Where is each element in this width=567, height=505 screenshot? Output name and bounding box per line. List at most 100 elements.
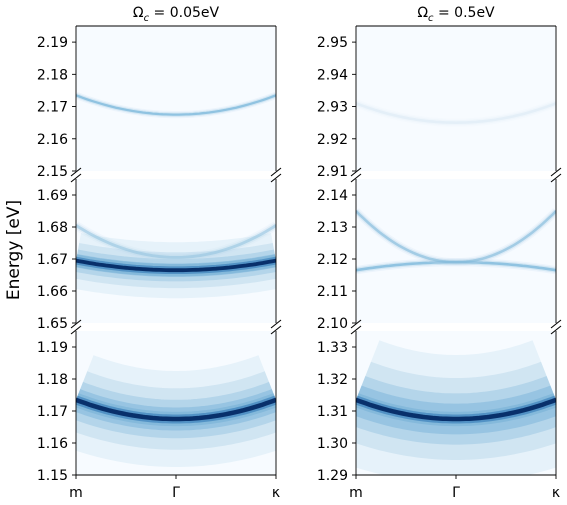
x-tick-label: m bbox=[349, 485, 363, 501]
y-axis-label: Energy [eV] bbox=[4, 200, 24, 300]
band-line bbox=[76, 258, 276, 273]
panel-background bbox=[356, 26, 556, 171]
axis-break-mark bbox=[350, 319, 362, 329]
axis-break-mark bbox=[270, 173, 282, 183]
y-tick-label: 2.18 bbox=[37, 67, 68, 83]
spines bbox=[350, 25, 562, 177]
y-tick-label: 2.15 bbox=[37, 164, 68, 180]
axis-break-mark bbox=[70, 325, 82, 335]
y-tick-label: 1.66 bbox=[37, 284, 68, 300]
band-line bbox=[356, 100, 556, 126]
band bbox=[356, 208, 556, 267]
axis-break-mark bbox=[70, 173, 82, 183]
y-tick-label: 1.17 bbox=[37, 404, 68, 420]
column-title-right: Ωc = 0.5eV bbox=[417, 5, 495, 24]
y-tick-label: 2.91 bbox=[317, 164, 348, 180]
title-subscript: c bbox=[428, 13, 434, 24]
x-tick-label: Γ bbox=[452, 485, 460, 501]
panel-background bbox=[76, 331, 276, 475]
heatmap-content bbox=[76, 221, 276, 299]
band-line bbox=[76, 94, 276, 116]
y-tick-label: 2.92 bbox=[317, 132, 348, 148]
y-tick-label: 1.31 bbox=[317, 404, 348, 420]
band-line bbox=[356, 102, 556, 125]
x-tick-label: κ bbox=[552, 485, 560, 501]
x-tick-label: Γ bbox=[172, 485, 180, 501]
spines bbox=[70, 173, 282, 329]
y-tick-label: 2.17 bbox=[37, 100, 68, 116]
y-tick-label: 1.68 bbox=[37, 220, 68, 236]
axis-break-mark bbox=[350, 167, 362, 177]
band-line bbox=[356, 99, 556, 127]
panel-background bbox=[76, 179, 276, 323]
axis-break-mark bbox=[70, 167, 82, 177]
y-tick-label: 1.29 bbox=[317, 468, 348, 484]
y-tick-label: 2.14 bbox=[317, 188, 348, 204]
y-tick-label: 1.30 bbox=[317, 436, 348, 452]
axis-break-mark bbox=[270, 325, 282, 335]
title-value: = 0.05eV bbox=[149, 5, 219, 21]
y-tick-label: 1.18 bbox=[37, 372, 68, 388]
y-tick-label: 1.19 bbox=[37, 340, 68, 356]
heatmap-content bbox=[356, 208, 556, 275]
title-subscript: c bbox=[144, 13, 150, 24]
y-tick-label: 2.94 bbox=[317, 67, 348, 83]
heatmap-content bbox=[356, 99, 556, 127]
band bbox=[76, 91, 276, 119]
plot-area: 2.15 2.16 2.17 2.18 2.19 1.65 1.66 1.67 1.68 1.69… bbox=[37, 25, 562, 501]
heatmap-content bbox=[356, 340, 556, 475]
band-line bbox=[76, 224, 276, 259]
panel-c0-p0: 2.15 2.16 2.17 2.18 2.19 bbox=[37, 25, 282, 180]
y-tick-label: 2.12 bbox=[317, 252, 348, 268]
heatmap-content bbox=[76, 91, 276, 119]
spines bbox=[70, 25, 282, 177]
axis-break-mark bbox=[550, 325, 562, 335]
title-value: = 0.5eV bbox=[434, 5, 496, 21]
y-tick-label: 2.16 bbox=[37, 132, 68, 148]
y-tick-label: 1.32 bbox=[317, 372, 348, 388]
heatmap-content bbox=[76, 355, 276, 467]
axis-break-mark bbox=[270, 319, 282, 329]
axis-break-mark bbox=[270, 167, 282, 177]
axis-break-mark bbox=[70, 319, 82, 329]
axis-break-mark bbox=[350, 325, 362, 335]
band bbox=[356, 99, 556, 127]
axis-break-mark bbox=[550, 173, 562, 183]
axis-break-mark bbox=[550, 319, 562, 329]
panel-c1-p0: 2.91 2.92 2.93 2.94 2.95 bbox=[317, 25, 562, 180]
panel-c0-p1: 1.65 1.66 1.67 1.68 1.69 bbox=[37, 173, 282, 332]
y-tick-label: 2.10 bbox=[317, 316, 348, 332]
y-tick-label: 1.69 bbox=[37, 188, 68, 204]
panel-background bbox=[356, 331, 556, 475]
y-tick-label: 1.65 bbox=[37, 316, 68, 332]
y-tick-label: 1.67 bbox=[37, 252, 68, 268]
svg-text:Ωc = 0.05eV: Ωc = 0.05eV bbox=[133, 5, 220, 24]
y-tick-label: 2.93 bbox=[317, 100, 348, 116]
column-title-left: Ωc = 0.05eV bbox=[133, 5, 220, 24]
title-omega: Ω bbox=[133, 5, 144, 21]
band bbox=[356, 340, 556, 475]
band bbox=[76, 221, 276, 262]
svg-text:Ωc = 0.5eV: Ωc = 0.5eV bbox=[417, 5, 495, 24]
y-tick-label: 1.16 bbox=[37, 436, 68, 452]
axis-break-mark bbox=[350, 173, 362, 183]
y-tick-label: 2.13 bbox=[317, 220, 348, 236]
y-tick-label: 2.95 bbox=[317, 35, 348, 51]
y-tick-label: 1.15 bbox=[37, 468, 68, 484]
band-line bbox=[356, 397, 556, 422]
x-tick-label: κ bbox=[272, 485, 280, 501]
panel-background bbox=[76, 26, 276, 171]
band bbox=[76, 355, 276, 467]
spines bbox=[350, 173, 562, 329]
band-line bbox=[356, 210, 556, 264]
panel-c1-p1: 2.10 2.11 2.12 2.13 2.14 bbox=[317, 173, 562, 332]
band-line bbox=[76, 397, 276, 422]
panel-background bbox=[356, 179, 556, 323]
y-tick-label: 2.11 bbox=[317, 284, 348, 300]
axis-break-mark bbox=[550, 167, 562, 177]
band bbox=[76, 233, 276, 299]
x-tick-label: m bbox=[69, 485, 83, 501]
